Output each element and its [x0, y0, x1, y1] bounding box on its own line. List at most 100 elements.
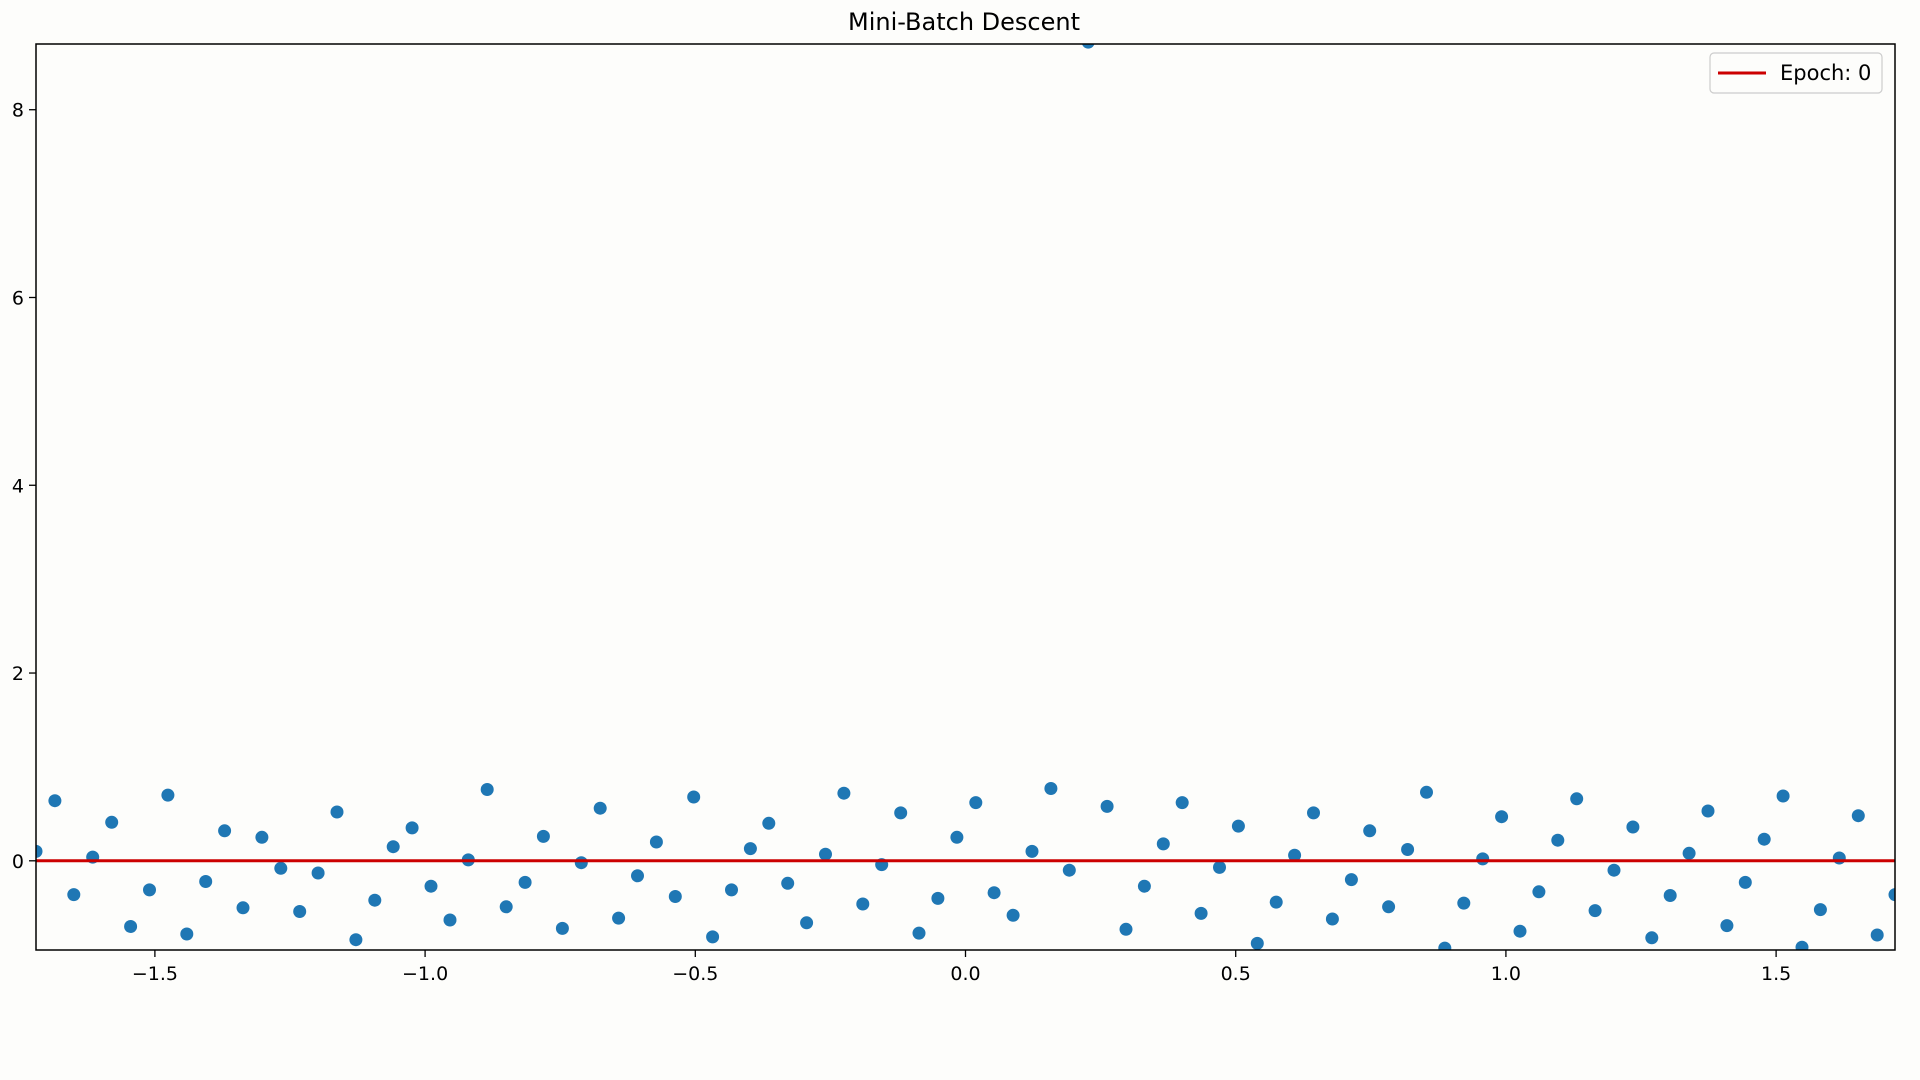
data-point	[950, 830, 964, 844]
data-point	[1663, 889, 1677, 902]
data-point	[143, 883, 156, 897]
y-tick-label: 6	[12, 287, 24, 309]
data-point	[837, 786, 851, 800]
data-point	[649, 835, 663, 849]
data-point	[1401, 843, 1415, 856]
data-point	[349, 933, 363, 947]
y-tick-label: 8	[12, 100, 24, 122]
data-point	[931, 891, 945, 905]
data-point	[1870, 928, 1884, 942]
data-point	[536, 829, 550, 843]
data-point	[1626, 820, 1640, 834]
plot-area	[36, 44, 1895, 950]
x-axis: −1.5 −1.0 −0.5 0.0 0.5 1.0 1.5	[132, 950, 1791, 985]
data-point	[1363, 824, 1377, 838]
data-point	[274, 861, 288, 875]
data-point	[499, 900, 513, 914]
data-point	[236, 901, 250, 915]
y-tick-label: 0	[12, 851, 24, 873]
data-point	[1269, 895, 1283, 909]
data-point	[255, 830, 269, 844]
data-point	[912, 926, 926, 940]
points-layer	[36, 44, 1895, 950]
data-point	[48, 794, 62, 808]
chart-title: Mini-Batch Descent	[848, 8, 1080, 36]
x-tick-label: 0.5	[1221, 963, 1251, 985]
data-point	[1100, 799, 1114, 813]
data-point	[762, 816, 776, 830]
data-point	[124, 920, 138, 933]
data-point	[1495, 810, 1509, 824]
data-point	[105, 815, 119, 829]
data-point	[894, 806, 908, 820]
data-point	[631, 869, 644, 883]
y-tick-label: 4	[12, 475, 24, 497]
legend-label: Epoch: 0	[1780, 61, 1871, 85]
data-point	[706, 930, 720, 944]
data-point	[1175, 796, 1189, 810]
data-point	[1776, 789, 1790, 803]
data-point	[1025, 844, 1039, 858]
data-point	[1213, 860, 1226, 874]
data-point	[36, 844, 43, 858]
data-point	[1194, 906, 1208, 920]
legend: Epoch: 0	[1709, 52, 1883, 94]
data-point	[368, 893, 382, 907]
data-point	[1231, 819, 1245, 833]
data-point	[1888, 888, 1895, 902]
data-point	[1006, 908, 1020, 922]
data-point	[293, 905, 307, 918]
data-point	[1044, 782, 1058, 795]
data-point	[1137, 879, 1151, 893]
data-point	[218, 824, 232, 838]
y-axis: 0 2 4 6 8	[12, 100, 36, 873]
data-point	[668, 890, 682, 903]
data-point	[1062, 863, 1076, 877]
data-point	[330, 805, 344, 819]
data-point	[1645, 931, 1659, 945]
data-point	[987, 886, 1001, 900]
data-point	[1344, 873, 1358, 887]
data-point	[800, 916, 814, 930]
data-point	[1438, 941, 1452, 950]
data-point	[311, 866, 325, 880]
data-point	[969, 796, 983, 810]
data-point	[1250, 936, 1264, 950]
y-tick-label: 2	[12, 663, 24, 685]
data-point	[1325, 912, 1339, 926]
data-point	[161, 788, 175, 802]
data-point	[725, 883, 738, 897]
x-tick-label: −0.5	[672, 963, 718, 985]
data-point	[1119, 922, 1133, 936]
x-tick-label: 0.0	[950, 963, 980, 985]
data-point	[180, 927, 194, 941]
data-point	[1420, 785, 1433, 799]
data-point	[1813, 903, 1827, 917]
data-point	[743, 842, 757, 856]
data-point	[1081, 44, 1095, 49]
data-point	[1757, 832, 1771, 846]
data-point	[1588, 904, 1602, 918]
data-point	[424, 879, 438, 893]
data-point	[687, 790, 701, 804]
data-point	[1851, 809, 1865, 823]
data-point	[1720, 919, 1734, 933]
data-point	[781, 876, 795, 890]
data-point	[443, 913, 457, 927]
data-point	[574, 856, 588, 870]
data-point	[1307, 806, 1320, 820]
data-point	[1795, 940, 1809, 950]
x-tick-label: −1.5	[132, 963, 178, 985]
data-point	[480, 783, 494, 796]
data-point	[386, 840, 400, 854]
data-point	[593, 801, 607, 815]
x-tick-label: 1.5	[1761, 963, 1791, 985]
plot-background	[36, 44, 1895, 950]
data-point	[405, 821, 419, 835]
data-point	[612, 911, 626, 925]
legend-box	[1709, 52, 1883, 94]
x-tick-label: 1.0	[1491, 963, 1521, 985]
data-point	[1738, 875, 1752, 889]
data-point	[518, 875, 532, 889]
